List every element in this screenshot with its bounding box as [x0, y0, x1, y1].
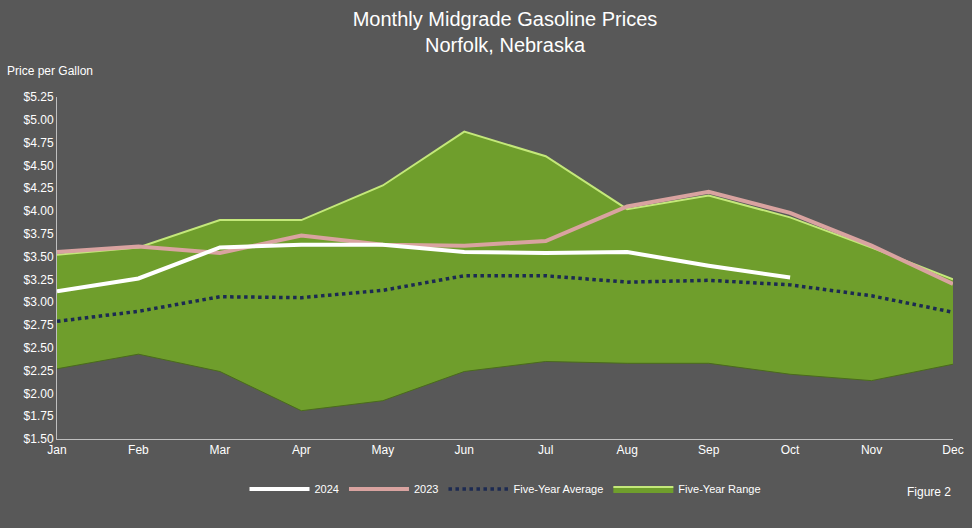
- svg-text:Five-Year Range: Five-Year Range: [678, 483, 760, 495]
- svg-text:$3.00: $3.00: [24, 295, 54, 309]
- svg-text:2023: 2023: [414, 483, 438, 495]
- svg-text:2024: 2024: [315, 483, 339, 495]
- svg-text:Jun: Jun: [455, 443, 474, 457]
- svg-text:Monthly Midgrade Gasoline Pric: Monthly Midgrade Gasoline PricesNorfolk,…: [353, 8, 658, 56]
- svg-text:Mar: Mar: [210, 443, 231, 457]
- svg-text:$5.00: $5.00: [24, 113, 54, 127]
- svg-text:Jul: Jul: [538, 443, 553, 457]
- svg-text:Aug: Aug: [617, 443, 638, 457]
- svg-text:$4.50: $4.50: [24, 159, 54, 173]
- svg-text:$2.50: $2.50: [24, 341, 54, 355]
- svg-text:Sep: Sep: [698, 443, 720, 457]
- svg-text:$3.50: $3.50: [24, 250, 54, 264]
- svg-text:$2.00: $2.00: [24, 387, 54, 401]
- svg-text:$3.25: $3.25: [24, 273, 54, 287]
- svg-text:Figure 2: Figure 2: [907, 485, 951, 499]
- svg-text:$2.75: $2.75: [24, 318, 54, 332]
- svg-text:Five-Year Average: Five-Year Average: [513, 483, 603, 495]
- svg-text:Feb: Feb: [128, 443, 149, 457]
- svg-text:$4.75: $4.75: [24, 136, 54, 150]
- svg-text:Price per Gallon: Price per Gallon: [7, 64, 93, 78]
- svg-text:Dec: Dec: [942, 443, 963, 457]
- svg-text:$2.25: $2.25: [24, 364, 54, 378]
- svg-text:$1.75: $1.75: [24, 409, 54, 423]
- svg-text:May: May: [371, 443, 394, 457]
- svg-text:$1.50: $1.50: [24, 432, 54, 446]
- svg-text:Nov: Nov: [861, 443, 882, 457]
- svg-text:$3.75: $3.75: [24, 227, 54, 241]
- svg-text:Oct: Oct: [781, 443, 800, 457]
- svg-text:$4.00: $4.00: [24, 204, 54, 218]
- svg-text:Jan: Jan: [47, 443, 66, 457]
- svg-text:Apr: Apr: [292, 443, 311, 457]
- svg-text:$5.25: $5.25: [24, 90, 54, 104]
- svg-text:$4.25: $4.25: [24, 181, 54, 195]
